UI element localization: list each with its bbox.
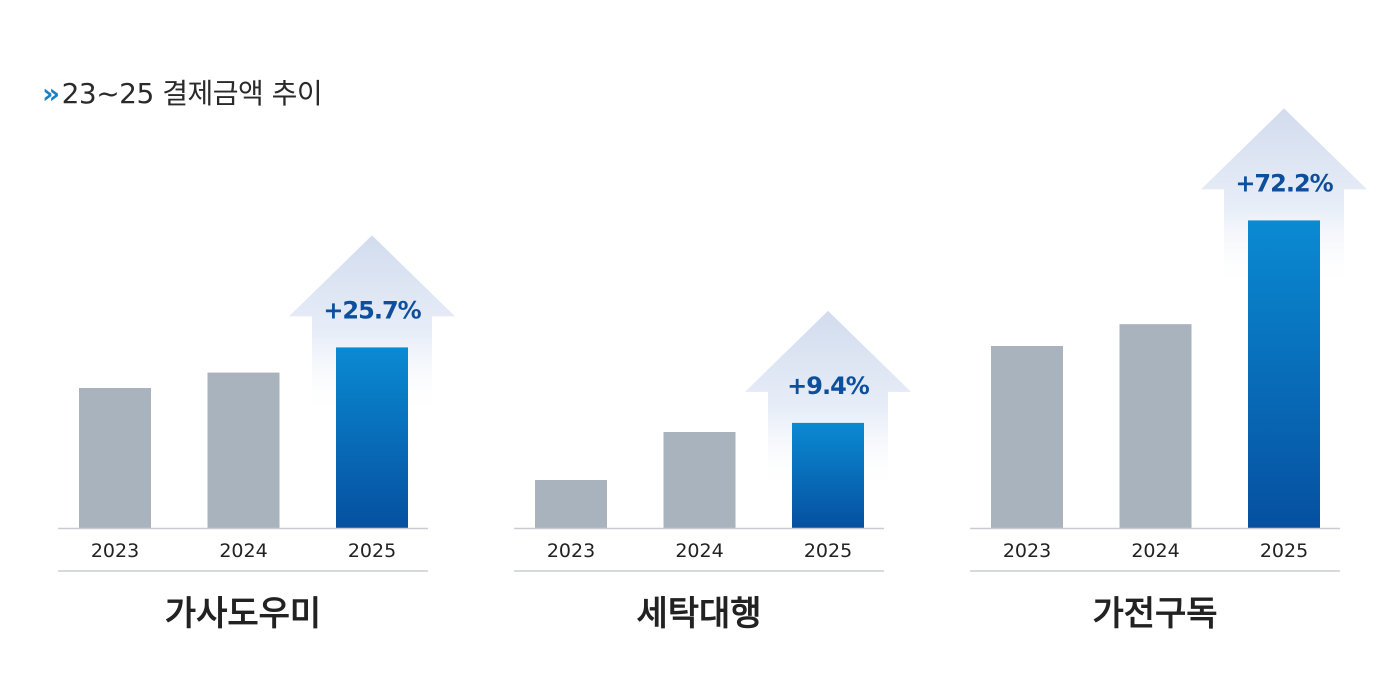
bar-2025: [1248, 220, 1320, 529]
x-tick-label: 2025: [804, 540, 852, 562]
growth-arrow: [745, 310, 911, 493]
chart-panel-1: 2023 2024 2025 +25.7% 가사도우미: [58, 235, 455, 634]
category-title: 가전구독: [1092, 594, 1217, 634]
growth-arrow: [1201, 108, 1367, 291]
bar-2023: [991, 346, 1063, 528]
x-tick-label: 2024: [675, 540, 723, 562]
bar-2023: [79, 388, 151, 528]
chart-title: »23~25 결제금액 추이: [42, 72, 323, 112]
bar-2024: [207, 372, 280, 528]
x-tick-label: 2023: [91, 540, 139, 562]
x-tick-label: 2024: [219, 540, 267, 562]
category-title: 가사도우미: [165, 594, 321, 634]
growth-label: +9.4%: [787, 372, 870, 400]
growth-label: +72.2%: [1235, 169, 1333, 197]
bar-2025: [336, 347, 408, 528]
bar-2023: [535, 480, 607, 528]
double-chevron-right-icon: »: [42, 77, 60, 110]
x-tick-label: 2023: [1003, 540, 1051, 562]
chart-panel-2: 2023 2024 2025 +9.4% 세탁대행: [514, 310, 911, 634]
x-tick-label: 2025: [348, 540, 396, 562]
category-title: 세탁대행: [636, 594, 761, 634]
x-tick-label: 2023: [547, 540, 595, 562]
bar-2024: [1119, 324, 1192, 528]
bar-2025: [792, 422, 864, 528]
x-tick-label: 2025: [1260, 540, 1308, 562]
title-text: 23~25 결제금액 추이: [61, 77, 323, 110]
chart-panel-3: 2023 2024 2025 +72.2% 가전구독: [970, 108, 1367, 634]
growth-arrow: [289, 235, 455, 418]
bar-2024: [663, 432, 736, 528]
growth-label: +25.7%: [323, 296, 421, 324]
x-tick-label: 2024: [1131, 540, 1179, 562]
